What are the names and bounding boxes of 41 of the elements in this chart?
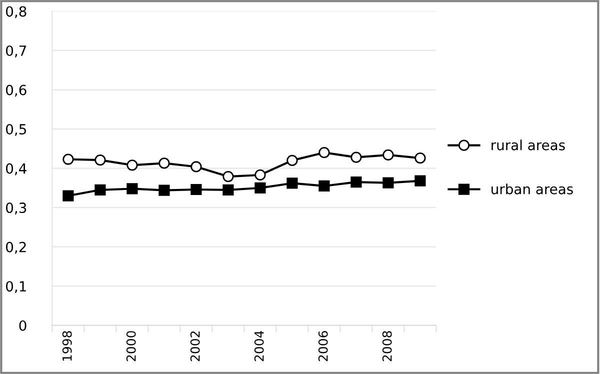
point [222, 184, 234, 196]
y-tick-label: 0,4 [6, 163, 26, 176]
point [94, 184, 106, 196]
point [254, 182, 266, 194]
point [94, 154, 106, 166]
point [158, 184, 170, 196]
point [190, 161, 202, 172]
legend-label: rural areas [492, 140, 565, 150]
point [158, 158, 170, 169]
y-tick-label: 0,7 [6, 45, 26, 58]
y-tick-label: 0,3 [6, 202, 26, 214]
x-tick-label: 2008 [382, 331, 392, 362]
point [318, 180, 330, 192]
point [222, 170, 234, 182]
y-tick-label: 0,8 [6, 6, 26, 18]
point [414, 152, 426, 164]
point [126, 183, 138, 194]
x-tick-label: 2000 [126, 331, 136, 362]
point [126, 160, 138, 171]
point [318, 147, 330, 158]
point [190, 184, 202, 196]
y-tick-label: 0,5 [6, 124, 26, 136]
point [62, 154, 74, 165]
point [414, 175, 426, 186]
x-tick-label: 1998 [62, 331, 72, 361]
x-tick-label: 2002 [190, 331, 200, 362]
y-tick-label: 0,1 [6, 281, 26, 293]
y-tick-label: 0,2 [6, 242, 26, 254]
legend-label: urban areas [492, 184, 573, 194]
y-tick-label: 0 [19, 320, 26, 331]
point [254, 169, 266, 181]
point [382, 149, 394, 161]
point [382, 177, 394, 188]
point [286, 178, 298, 189]
x-tick-label: 2006 [318, 331, 328, 362]
x-tick-label: 2004 [254, 330, 264, 362]
point [350, 152, 362, 163]
point [286, 154, 298, 166]
point [350, 176, 362, 188]
point [62, 190, 74, 202]
y-tick-label: 0,6 [6, 84, 26, 97]
